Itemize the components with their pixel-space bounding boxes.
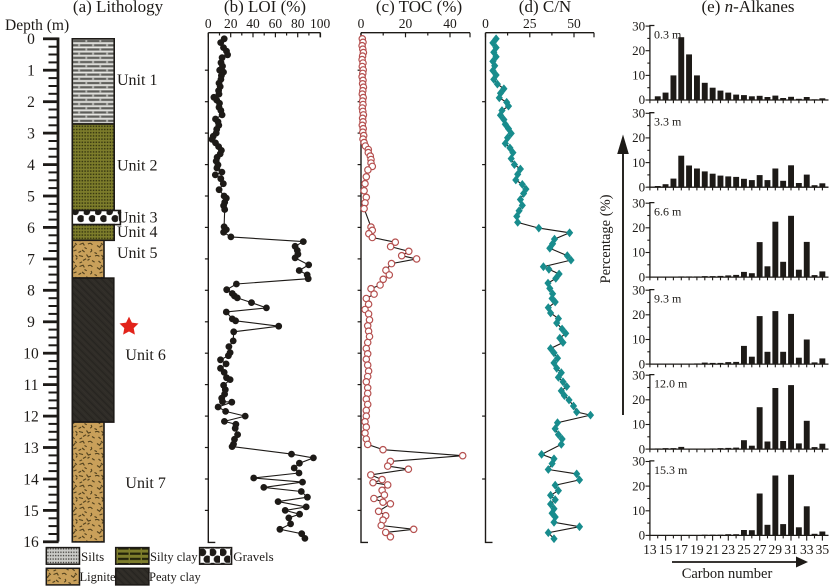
svg-text:Unit 7: Unit 7	[125, 475, 165, 492]
svg-text:5: 5	[27, 188, 35, 205]
svg-text:19: 19	[690, 542, 704, 557]
svg-text:20: 20	[632, 392, 645, 407]
svg-text:50: 50	[567, 16, 581, 31]
svg-text:15: 15	[659, 542, 673, 557]
svg-text:10: 10	[632, 417, 645, 432]
svg-text:20: 20	[224, 16, 238, 31]
svg-text:10: 10	[632, 332, 645, 347]
svg-text:0: 0	[358, 16, 365, 31]
svg-text:Lignite: Lignite	[80, 570, 117, 584]
svg-text:9.3 m: 9.3 m	[654, 292, 682, 306]
svg-text:1: 1	[27, 63, 35, 80]
svg-text:(a) Lithology: (a) Lithology	[73, 0, 164, 16]
svg-text:27: 27	[753, 542, 767, 557]
svg-text:12.0 m: 12.0 m	[654, 377, 688, 391]
svg-text:10: 10	[632, 155, 645, 170]
svg-text:10: 10	[632, 68, 645, 83]
svg-text:30: 30	[632, 282, 645, 297]
svg-text:6.6 m: 6.6 m	[654, 205, 682, 219]
svg-text:Unit 6: Unit 6	[125, 347, 165, 364]
svg-text:6: 6	[27, 220, 35, 237]
svg-text:30: 30	[632, 195, 645, 210]
svg-text:Silts: Silts	[81, 549, 104, 564]
svg-text:Depth (m): Depth (m)	[5, 17, 69, 34]
svg-text:30: 30	[632, 367, 645, 382]
svg-text:25: 25	[737, 542, 751, 557]
svg-text:10: 10	[23, 346, 39, 363]
svg-text:15.3 m: 15.3 m	[654, 463, 688, 477]
svg-text:0: 0	[639, 179, 646, 194]
svg-text:14: 14	[23, 471, 39, 488]
svg-text:Peaty clay: Peaty clay	[149, 570, 201, 584]
svg-text:30: 30	[632, 106, 645, 121]
svg-text:35: 35	[816, 542, 830, 557]
svg-text:20: 20	[399, 16, 413, 31]
svg-text:0: 0	[639, 92, 646, 107]
svg-text:29: 29	[769, 542, 783, 557]
svg-text:20: 20	[632, 220, 645, 235]
svg-text:(e) n-Alkanes: (e) n-Alkanes	[702, 0, 795, 16]
svg-text:Carbon number: Carbon number	[682, 566, 773, 582]
svg-text:80: 80	[291, 16, 305, 31]
svg-text:4: 4	[27, 157, 35, 174]
svg-text:Silty clay: Silty clay	[150, 550, 198, 564]
svg-text:20: 20	[632, 130, 645, 145]
svg-text:11: 11	[24, 377, 39, 394]
svg-text:31: 31	[784, 542, 798, 557]
svg-text:Gravels: Gravels	[233, 549, 273, 564]
svg-text:33: 33	[800, 542, 814, 557]
svg-text:Unit 3: Unit 3	[117, 210, 157, 227]
svg-text:0: 0	[639, 441, 646, 456]
svg-text:7: 7	[27, 251, 35, 268]
svg-text:13: 13	[23, 440, 39, 457]
svg-text:0: 0	[639, 356, 646, 371]
svg-text:2: 2	[27, 94, 35, 111]
svg-text:9: 9	[27, 314, 35, 331]
svg-text:Unit 5: Unit 5	[117, 245, 157, 262]
svg-text:Unit 2: Unit 2	[117, 158, 157, 175]
svg-text:10: 10	[632, 245, 645, 260]
svg-text:0: 0	[482, 16, 489, 31]
svg-text:20: 20	[632, 478, 645, 493]
svg-text:40: 40	[443, 16, 457, 31]
svg-text:21: 21	[706, 542, 720, 557]
svg-text:60: 60	[269, 16, 283, 31]
svg-text:3.3 m: 3.3 m	[654, 115, 682, 129]
svg-text:25: 25	[523, 16, 537, 31]
svg-text:Unit 1: Unit 1	[117, 72, 157, 89]
svg-text:16: 16	[23, 534, 39, 551]
svg-text:(b) LOI (%): (b) LOI (%)	[224, 0, 306, 16]
svg-text:8: 8	[27, 283, 35, 300]
svg-text:15: 15	[23, 503, 39, 520]
svg-text:0.3 m: 0.3 m	[654, 28, 682, 42]
svg-text:40: 40	[246, 16, 260, 31]
svg-text:(c) TOC (%): (c) TOC (%)	[376, 0, 462, 16]
svg-text:0: 0	[639, 269, 646, 284]
svg-text:100: 100	[310, 16, 331, 31]
svg-text:0: 0	[27, 31, 35, 48]
svg-text:30: 30	[632, 18, 645, 33]
svg-text:23: 23	[722, 542, 736, 557]
svg-text:(d) C/N: (d) C/N	[519, 0, 571, 16]
svg-text:3: 3	[27, 126, 35, 143]
svg-text:17: 17	[675, 542, 689, 557]
svg-text:0: 0	[639, 528, 646, 543]
svg-text:Unit 4: Unit 4	[117, 224, 157, 241]
svg-text:20: 20	[632, 43, 645, 58]
svg-text:13: 13	[643, 542, 657, 557]
svg-text:30: 30	[632, 454, 645, 469]
svg-text:0: 0	[205, 16, 212, 31]
svg-text:10: 10	[632, 503, 645, 518]
svg-text:12: 12	[23, 409, 39, 426]
svg-text:20: 20	[632, 307, 645, 322]
svg-text:Percentage (%): Percentage (%)	[598, 194, 614, 283]
